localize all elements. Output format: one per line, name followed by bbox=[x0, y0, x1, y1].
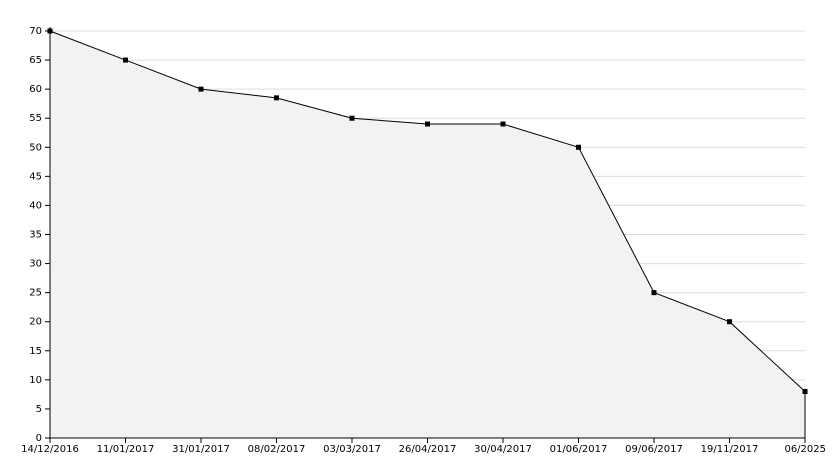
x-tick-label: 19/11/2017 bbox=[701, 444, 759, 455]
y-tick-label: 45 bbox=[29, 171, 42, 182]
x-tick-label: 14/12/2016 bbox=[21, 444, 79, 455]
point-marker bbox=[274, 95, 279, 101]
y-tick-label: 60 bbox=[29, 84, 42, 95]
y-tick-label: 70 bbox=[29, 26, 42, 37]
x-tick-label: 26/04/2017 bbox=[399, 444, 457, 455]
y-tick-label: 5 bbox=[36, 404, 42, 415]
point-marker bbox=[500, 121, 506, 127]
y-tick-label: 40 bbox=[29, 200, 42, 211]
y-tick-label: 30 bbox=[29, 259, 42, 270]
point-marker bbox=[425, 121, 430, 127]
x-tick-label: 09/06/2017 bbox=[625, 444, 683, 455]
y-tick-label: 20 bbox=[29, 317, 42, 328]
area bbox=[50, 31, 805, 438]
x-tick-label: 06/2025 bbox=[784, 444, 826, 455]
x-tick-label: 01/06/2017 bbox=[550, 444, 608, 455]
x-tick-label: 30/04/2017 bbox=[474, 444, 532, 455]
y-tick-label: 15 bbox=[29, 346, 42, 357]
point-marker bbox=[576, 144, 581, 150]
point-marker bbox=[198, 86, 204, 92]
x-tick-label: 31/01/2017 bbox=[172, 444, 230, 455]
point-marker bbox=[349, 115, 355, 121]
x-tick-label: 08/02/2017 bbox=[248, 444, 306, 455]
y-tick-label: 0 bbox=[36, 433, 42, 444]
x-tick-label: 11/01/2017 bbox=[97, 444, 155, 455]
y-tick-label: 25 bbox=[29, 288, 42, 299]
y-tick-label: 10 bbox=[29, 375, 42, 386]
point-marker bbox=[727, 319, 732, 325]
y-tick-label: 65 bbox=[29, 55, 42, 66]
x-tick-label: 03/03/2017 bbox=[323, 444, 381, 455]
point-marker bbox=[123, 57, 128, 63]
point-marker bbox=[651, 290, 657, 296]
y-tick-label: 50 bbox=[29, 142, 42, 153]
y-tick-label: 55 bbox=[29, 113, 42, 124]
y-tick-label: 35 bbox=[29, 230, 42, 241]
point-marker bbox=[802, 388, 808, 394]
